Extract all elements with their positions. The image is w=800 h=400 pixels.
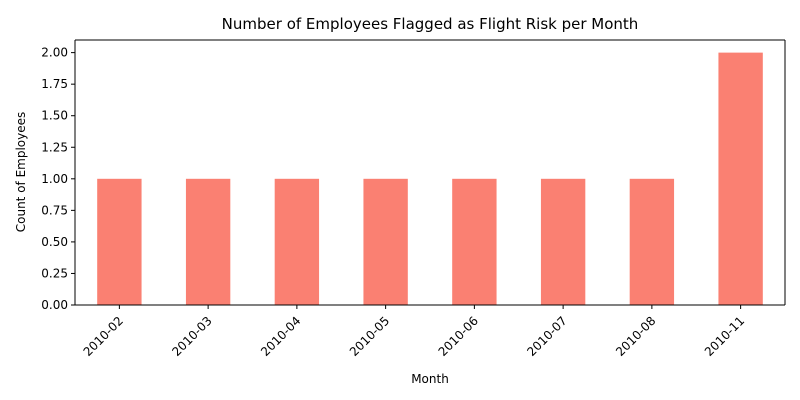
- y-tick-label: 0.00: [41, 298, 68, 312]
- x-tick-label: 2010-02: [81, 314, 126, 359]
- bar-2010-03: [185, 178, 231, 305]
- x-tick-label: 2010-08: [613, 314, 658, 359]
- chart-title: Number of Employees Flagged as Flight Ri…: [222, 15, 639, 33]
- y-tick-label: 0.25: [41, 266, 68, 280]
- y-tick-label: 2.00: [41, 46, 68, 60]
- bar-2010-05: [363, 178, 408, 305]
- bars-group: [97, 52, 763, 305]
- y-tick-label: 1.75: [41, 77, 68, 91]
- x-tick-label: 2010-11: [702, 314, 747, 359]
- y-tick-label: 1.25: [41, 140, 68, 154]
- bar-2010-02: [97, 178, 142, 305]
- x-tick-label: 2010-07: [524, 314, 569, 359]
- x-axis-title: Month: [411, 372, 449, 386]
- x-tick-label: 2010-03: [169, 314, 214, 359]
- x-tick-label: 2010-05: [347, 314, 392, 359]
- bar-2010-11: [718, 52, 763, 305]
- y-axis-title: Count of Employees: [14, 112, 28, 233]
- bar-2010-08: [629, 178, 675, 305]
- x-tick-label: 2010-04: [258, 314, 303, 359]
- y-tick-label: 0.50: [41, 235, 68, 249]
- bar-2010-07: [540, 178, 586, 305]
- y-tick-label: 1.50: [41, 109, 68, 123]
- bar-2010-04: [274, 178, 320, 305]
- y-tick-label: 1.00: [41, 172, 68, 186]
- y-tick-label: 0.75: [41, 203, 68, 217]
- bar-2010-06: [452, 178, 497, 305]
- x-tick-label: 2010-06: [436, 314, 481, 359]
